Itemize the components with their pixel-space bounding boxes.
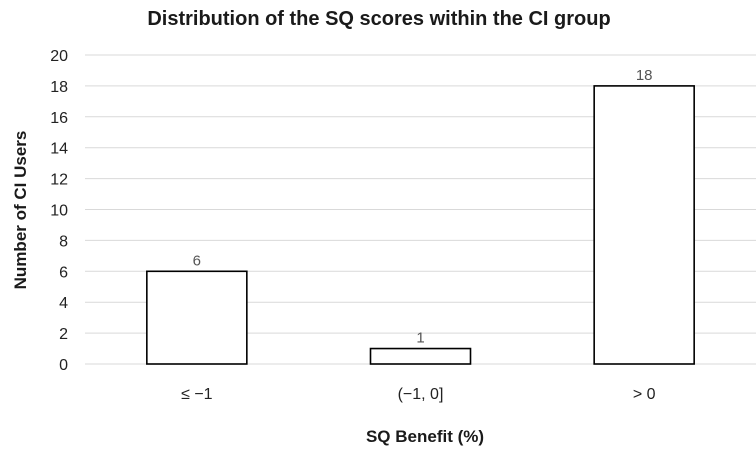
y-tick-label: 16 <box>50 110 68 127</box>
y-tick-label: 18 <box>50 79 68 96</box>
y-tick-label: 20 <box>50 48 68 65</box>
data-label: 1 <box>416 330 424 347</box>
y-tick-label: 4 <box>59 295 68 312</box>
y-axis-ticks: 0 2 4 6 8 10 12 14 16 18 20 <box>50 48 68 374</box>
y-tick-label: 0 <box>59 357 68 374</box>
x-tick-label: ≤ −1 <box>181 386 213 403</box>
bars <box>146 85 695 365</box>
y-tick-label: 6 <box>59 264 68 281</box>
data-label: 18 <box>636 67 653 84</box>
y-tick-label: 10 <box>50 203 68 220</box>
x-tick-label: > 0 <box>633 386 656 403</box>
x-tick-label: (−1, 0] <box>398 386 444 403</box>
bar <box>146 270 248 365</box>
bar <box>593 85 695 365</box>
x-axis-ticks: ≤ −1 (−1, 0] > 0 <box>181 386 656 403</box>
y-axis-title: Number of CI Users <box>11 131 30 290</box>
y-tick-label: 14 <box>50 141 68 158</box>
chart-title: Distribution of the SQ scores within the… <box>147 8 610 30</box>
y-tick-label: 8 <box>59 233 68 250</box>
y-tick-label: 2 <box>59 326 68 343</box>
y-tick-label: 12 <box>50 172 68 189</box>
bar <box>369 347 472 365</box>
data-label: 6 <box>193 252 201 269</box>
data-labels: 6 1 18 <box>193 67 653 347</box>
x-axis-title: SQ Benefit (%) <box>366 427 484 446</box>
